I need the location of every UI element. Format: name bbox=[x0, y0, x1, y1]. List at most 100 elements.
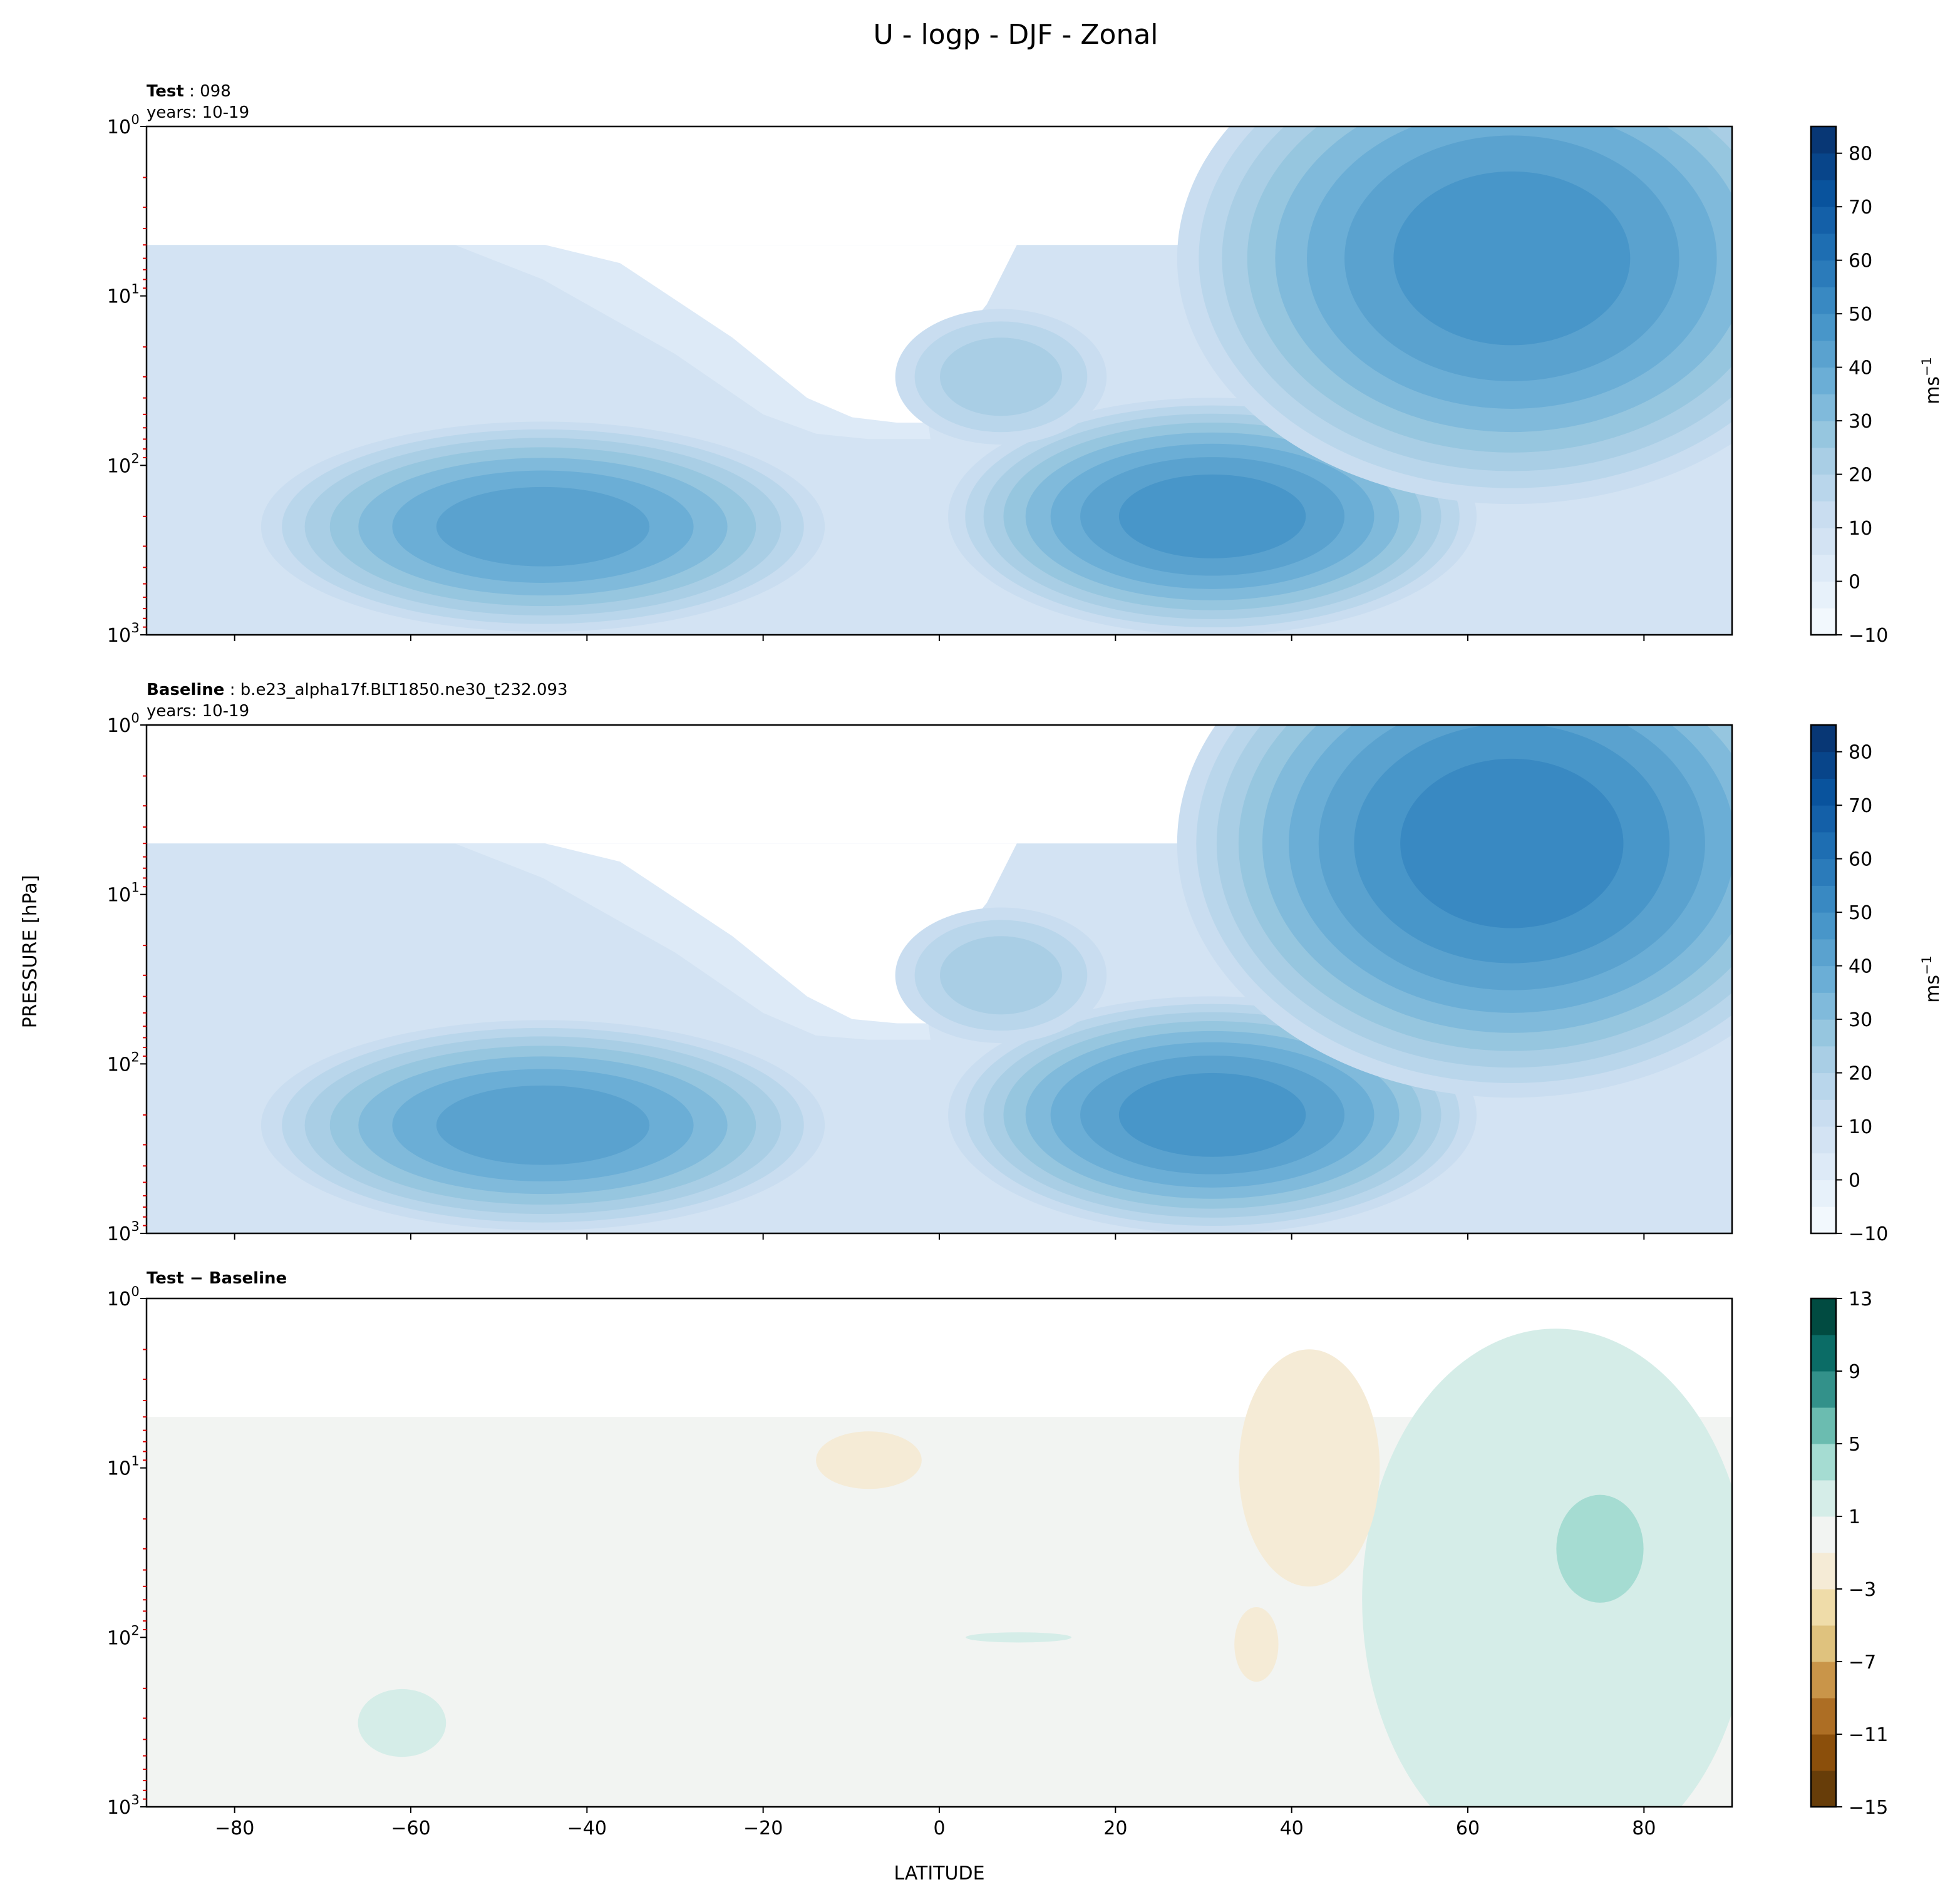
colorbar-band bbox=[1811, 528, 1836, 555]
x-tick-label: −60 bbox=[391, 1817, 430, 1839]
y-tick-exponent: 2 bbox=[131, 1623, 139, 1638]
colorbar-tick-label: −11 bbox=[1849, 1724, 1888, 1746]
colorbar-band bbox=[1811, 1553, 1836, 1590]
contour-easterly-region bbox=[283, 843, 1017, 1024]
colorbar-band bbox=[1811, 126, 1836, 154]
contour-level-2-7 bbox=[1393, 171, 1631, 346]
colorbar-tick-label: 20 bbox=[1849, 465, 1872, 486]
colorbar-band bbox=[1811, 1335, 1836, 1372]
colorbar-band bbox=[1811, 1516, 1836, 1553]
contour-level-4-0 bbox=[1234, 1606, 1279, 1682]
contour-level-2-8 bbox=[1400, 758, 1624, 928]
contour-easterly-region bbox=[283, 245, 1017, 423]
y-tick-exponent: 0 bbox=[131, 1284, 139, 1299]
colorbar-band bbox=[1811, 805, 1836, 833]
colorbar-band bbox=[1811, 831, 1836, 860]
colorbar-tick-label: 40 bbox=[1849, 956, 1872, 978]
colorbar-band bbox=[1811, 992, 1836, 1020]
y-tick-exponent: 2 bbox=[131, 451, 139, 466]
y-tick-label: 10 bbox=[107, 116, 131, 138]
panel-title-bold: Baseline bbox=[147, 681, 224, 699]
colorbar-band bbox=[1811, 421, 1836, 448]
contour-level-0-6 bbox=[436, 1085, 650, 1165]
colorbar-band bbox=[1811, 1206, 1836, 1234]
contour-level-3-2 bbox=[940, 337, 1062, 416]
colorbar-tick-label: 30 bbox=[1849, 1009, 1872, 1031]
panel-title-rest: : 098 bbox=[184, 82, 231, 101]
x-tick-label: −80 bbox=[215, 1817, 254, 1839]
colorbar-band bbox=[1811, 885, 1836, 913]
colorbar-band bbox=[1811, 554, 1836, 582]
y-tick-label: 10 bbox=[107, 1458, 131, 1480]
y-tick-label: 10 bbox=[107, 1288, 131, 1310]
contour-level-3-0 bbox=[816, 1431, 922, 1489]
colorbar-band bbox=[1811, 1019, 1836, 1047]
colorbar-band bbox=[1811, 1180, 1836, 1207]
colorbar-tick-label: 50 bbox=[1849, 304, 1872, 326]
colorbar-tick-label: 70 bbox=[1849, 197, 1872, 218]
colorbar-frame bbox=[1810, 724, 1837, 1235]
colorbar-band bbox=[1811, 1698, 1836, 1735]
panel-title-rest: : b.e23_alpha17f.BLT1850.ne30_t232.093 bbox=[224, 681, 567, 699]
y-tick-exponent: 0 bbox=[131, 112, 139, 127]
y-axis-label: PRESSURE [hPa] bbox=[19, 875, 41, 1029]
colorbar-tick-label: 50 bbox=[1849, 902, 1872, 924]
colorbar-label-unit: ms bbox=[1922, 376, 1944, 404]
figure-title: U - logp - DJF - Zonal bbox=[873, 19, 1158, 51]
colorbar-band bbox=[1811, 1153, 1836, 1181]
contour-level-3-2 bbox=[940, 936, 1062, 1015]
colorbar-tick-label: 0 bbox=[1849, 1170, 1860, 1192]
colorbar-tick-label: 0 bbox=[1849, 572, 1860, 594]
colorbar-tick-label: 60 bbox=[1849, 250, 1872, 272]
colorbar-band bbox=[1811, 233, 1836, 261]
colorbar-band bbox=[1811, 180, 1836, 207]
panel-title-bold: Test − Baseline bbox=[147, 1269, 287, 1288]
panel-title: Test − Baseline bbox=[147, 1269, 287, 1288]
colorbar-tick-label: 40 bbox=[1849, 357, 1872, 379]
contour-level-2-0 bbox=[1239, 1349, 1380, 1587]
colorbar-tick-label: −10 bbox=[1849, 1223, 1888, 1245]
panel-subtitle: years: 10-19 bbox=[147, 702, 249, 721]
y-tick-label: 10 bbox=[107, 1627, 131, 1649]
x-tick-label: 20 bbox=[1103, 1817, 1127, 1839]
colorbar-band bbox=[1811, 938, 1836, 967]
y-tick-label: 10 bbox=[107, 1223, 131, 1245]
colorbar-tick-label: 60 bbox=[1849, 849, 1872, 871]
colorbar-band bbox=[1811, 725, 1836, 753]
colorbar-band bbox=[1811, 260, 1836, 287]
colorbar-tick-label: 10 bbox=[1849, 1116, 1872, 1138]
y-tick-exponent: 2 bbox=[131, 1049, 139, 1064]
colorbar-band bbox=[1811, 1734, 1836, 1771]
colorbar-label-exponent: −1 bbox=[1919, 357, 1934, 376]
colorbar-label-exponent: −1 bbox=[1919, 955, 1934, 975]
y-tick-label: 10 bbox=[107, 1797, 131, 1819]
colorbar-band bbox=[1811, 858, 1836, 886]
colorbar-tick-label: 80 bbox=[1849, 742, 1872, 764]
y-tick-exponent: 3 bbox=[131, 1219, 139, 1234]
colorbar-tick-label: −7 bbox=[1849, 1652, 1876, 1673]
colorbar-band bbox=[1811, 778, 1836, 806]
colorbar-band bbox=[1811, 912, 1836, 940]
x-axis-label: LATITUDE bbox=[894, 1863, 984, 1884]
colorbar-band bbox=[1811, 1126, 1836, 1154]
y-tick-exponent: 1 bbox=[131, 282, 139, 297]
y-tick-label: 10 bbox=[107, 286, 131, 308]
colorbar-band bbox=[1811, 1072, 1836, 1100]
y-tick-exponent: 1 bbox=[131, 880, 139, 895]
y-tick-label: 10 bbox=[107, 455, 131, 477]
colorbar-band bbox=[1811, 1099, 1836, 1127]
colorbar-band bbox=[1811, 1407, 1836, 1444]
colorbar-band bbox=[1811, 207, 1836, 234]
colorbar-band bbox=[1811, 581, 1836, 609]
colorbar-label-unit: ms bbox=[1922, 975, 1944, 1003]
colorbar-tick-label: 1 bbox=[1849, 1506, 1860, 1528]
y-tick-label: 10 bbox=[107, 1054, 131, 1076]
colorbar-band bbox=[1811, 1771, 1836, 1807]
colorbar-tick-label: 20 bbox=[1849, 1063, 1872, 1085]
colorbar-tick-label: 10 bbox=[1849, 518, 1872, 540]
colorbar-tick-label: 5 bbox=[1849, 1434, 1860, 1456]
colorbar-band bbox=[1811, 474, 1836, 501]
